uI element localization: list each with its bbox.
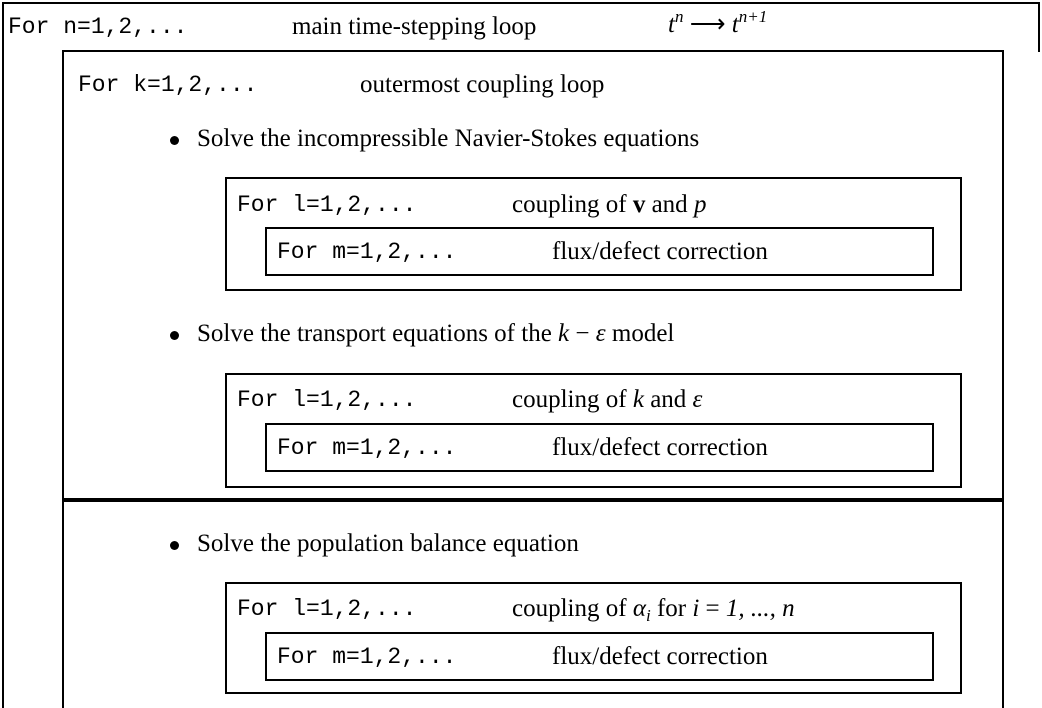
loop-label: For m=1,2,... <box>277 435 457 461</box>
loop-label: For m=1,2,... <box>277 239 457 265</box>
text-part: k <box>558 320 570 347</box>
text-part: for <box>656 595 687 622</box>
text-part: coupling of <box>512 191 627 218</box>
inner-box <box>225 177 962 291</box>
step-text: Solve the population balance equation <box>197 529 579 559</box>
text-part: k <box>632 386 644 413</box>
text-part: Solve the transport equations of the <box>197 320 552 347</box>
step-text: Solve the transport equations of the k −… <box>197 319 674 349</box>
loop-description: flux/defect correction <box>552 238 768 265</box>
text-part: Solve the population balance equation <box>197 530 579 557</box>
loop-label: For l=1,2,... <box>237 192 417 218</box>
loop-label: For n=1,2,... <box>8 14 188 40</box>
loop-description: coupling of v and p <box>512 190 706 220</box>
innermost-box <box>265 632 934 681</box>
text-part: n <box>674 7 684 26</box>
text-part: ε <box>692 386 703 413</box>
loop-description: coupling of k and ε <box>512 385 702 415</box>
coupling-box <box>62 500 1004 708</box>
bullet <box>170 136 179 145</box>
text-part: coupling of <box>512 595 627 622</box>
loop-description: flux/defect correction <box>552 643 768 670</box>
text-part: model <box>611 320 675 347</box>
text-part: t <box>731 11 739 38</box>
text-part: t <box>668 11 675 38</box>
loop-label: For m=1,2,... <box>277 644 457 670</box>
step-text: Solve the incompressible Navier-Stokes e… <box>197 124 699 154</box>
bullet <box>170 331 179 340</box>
text-part: n+1 <box>738 7 768 26</box>
text-part: α <box>632 595 646 622</box>
text-part: 1, ..., n <box>725 595 795 622</box>
text-part: i <box>645 606 651 625</box>
text-part: ε <box>595 320 606 347</box>
coupling-box <box>62 50 1004 500</box>
innermost-box <box>265 227 934 276</box>
loop-label: For l=1,2,... <box>237 596 417 622</box>
loop-label: For l=1,2,... <box>237 387 417 413</box>
frame-line <box>2 2 1040 4</box>
loop-description: main time-stepping loop <box>292 13 537 40</box>
text-part: i <box>692 595 700 622</box>
text-part: ⟶ <box>689 11 726 38</box>
text-part: p <box>693 191 707 218</box>
loop-description: coupling of αi for i = 1, ..., n <box>512 594 795 624</box>
text-part: and <box>650 386 687 413</box>
innermost-box <box>265 423 934 472</box>
inner-box <box>225 373 962 488</box>
frame-line <box>2 2 4 708</box>
text-part: and <box>651 191 688 218</box>
text-part: = <box>705 595 720 622</box>
text-part: coupling of <box>512 386 627 413</box>
text-part: − <box>575 320 590 347</box>
loop-label: For k=1,2,... <box>78 72 258 98</box>
text-part: Solve the incompressible Navier-Stokes e… <box>197 125 700 152</box>
loop-description: flux/defect correction <box>552 434 768 461</box>
frame-line <box>1038 2 1040 52</box>
bullet <box>170 541 179 550</box>
inner-box <box>225 582 962 694</box>
text-part: v <box>632 191 646 218</box>
loop-math: tn ⟶ tn+1 <box>668 7 768 40</box>
loop-description: outermost coupling loop <box>360 71 605 98</box>
